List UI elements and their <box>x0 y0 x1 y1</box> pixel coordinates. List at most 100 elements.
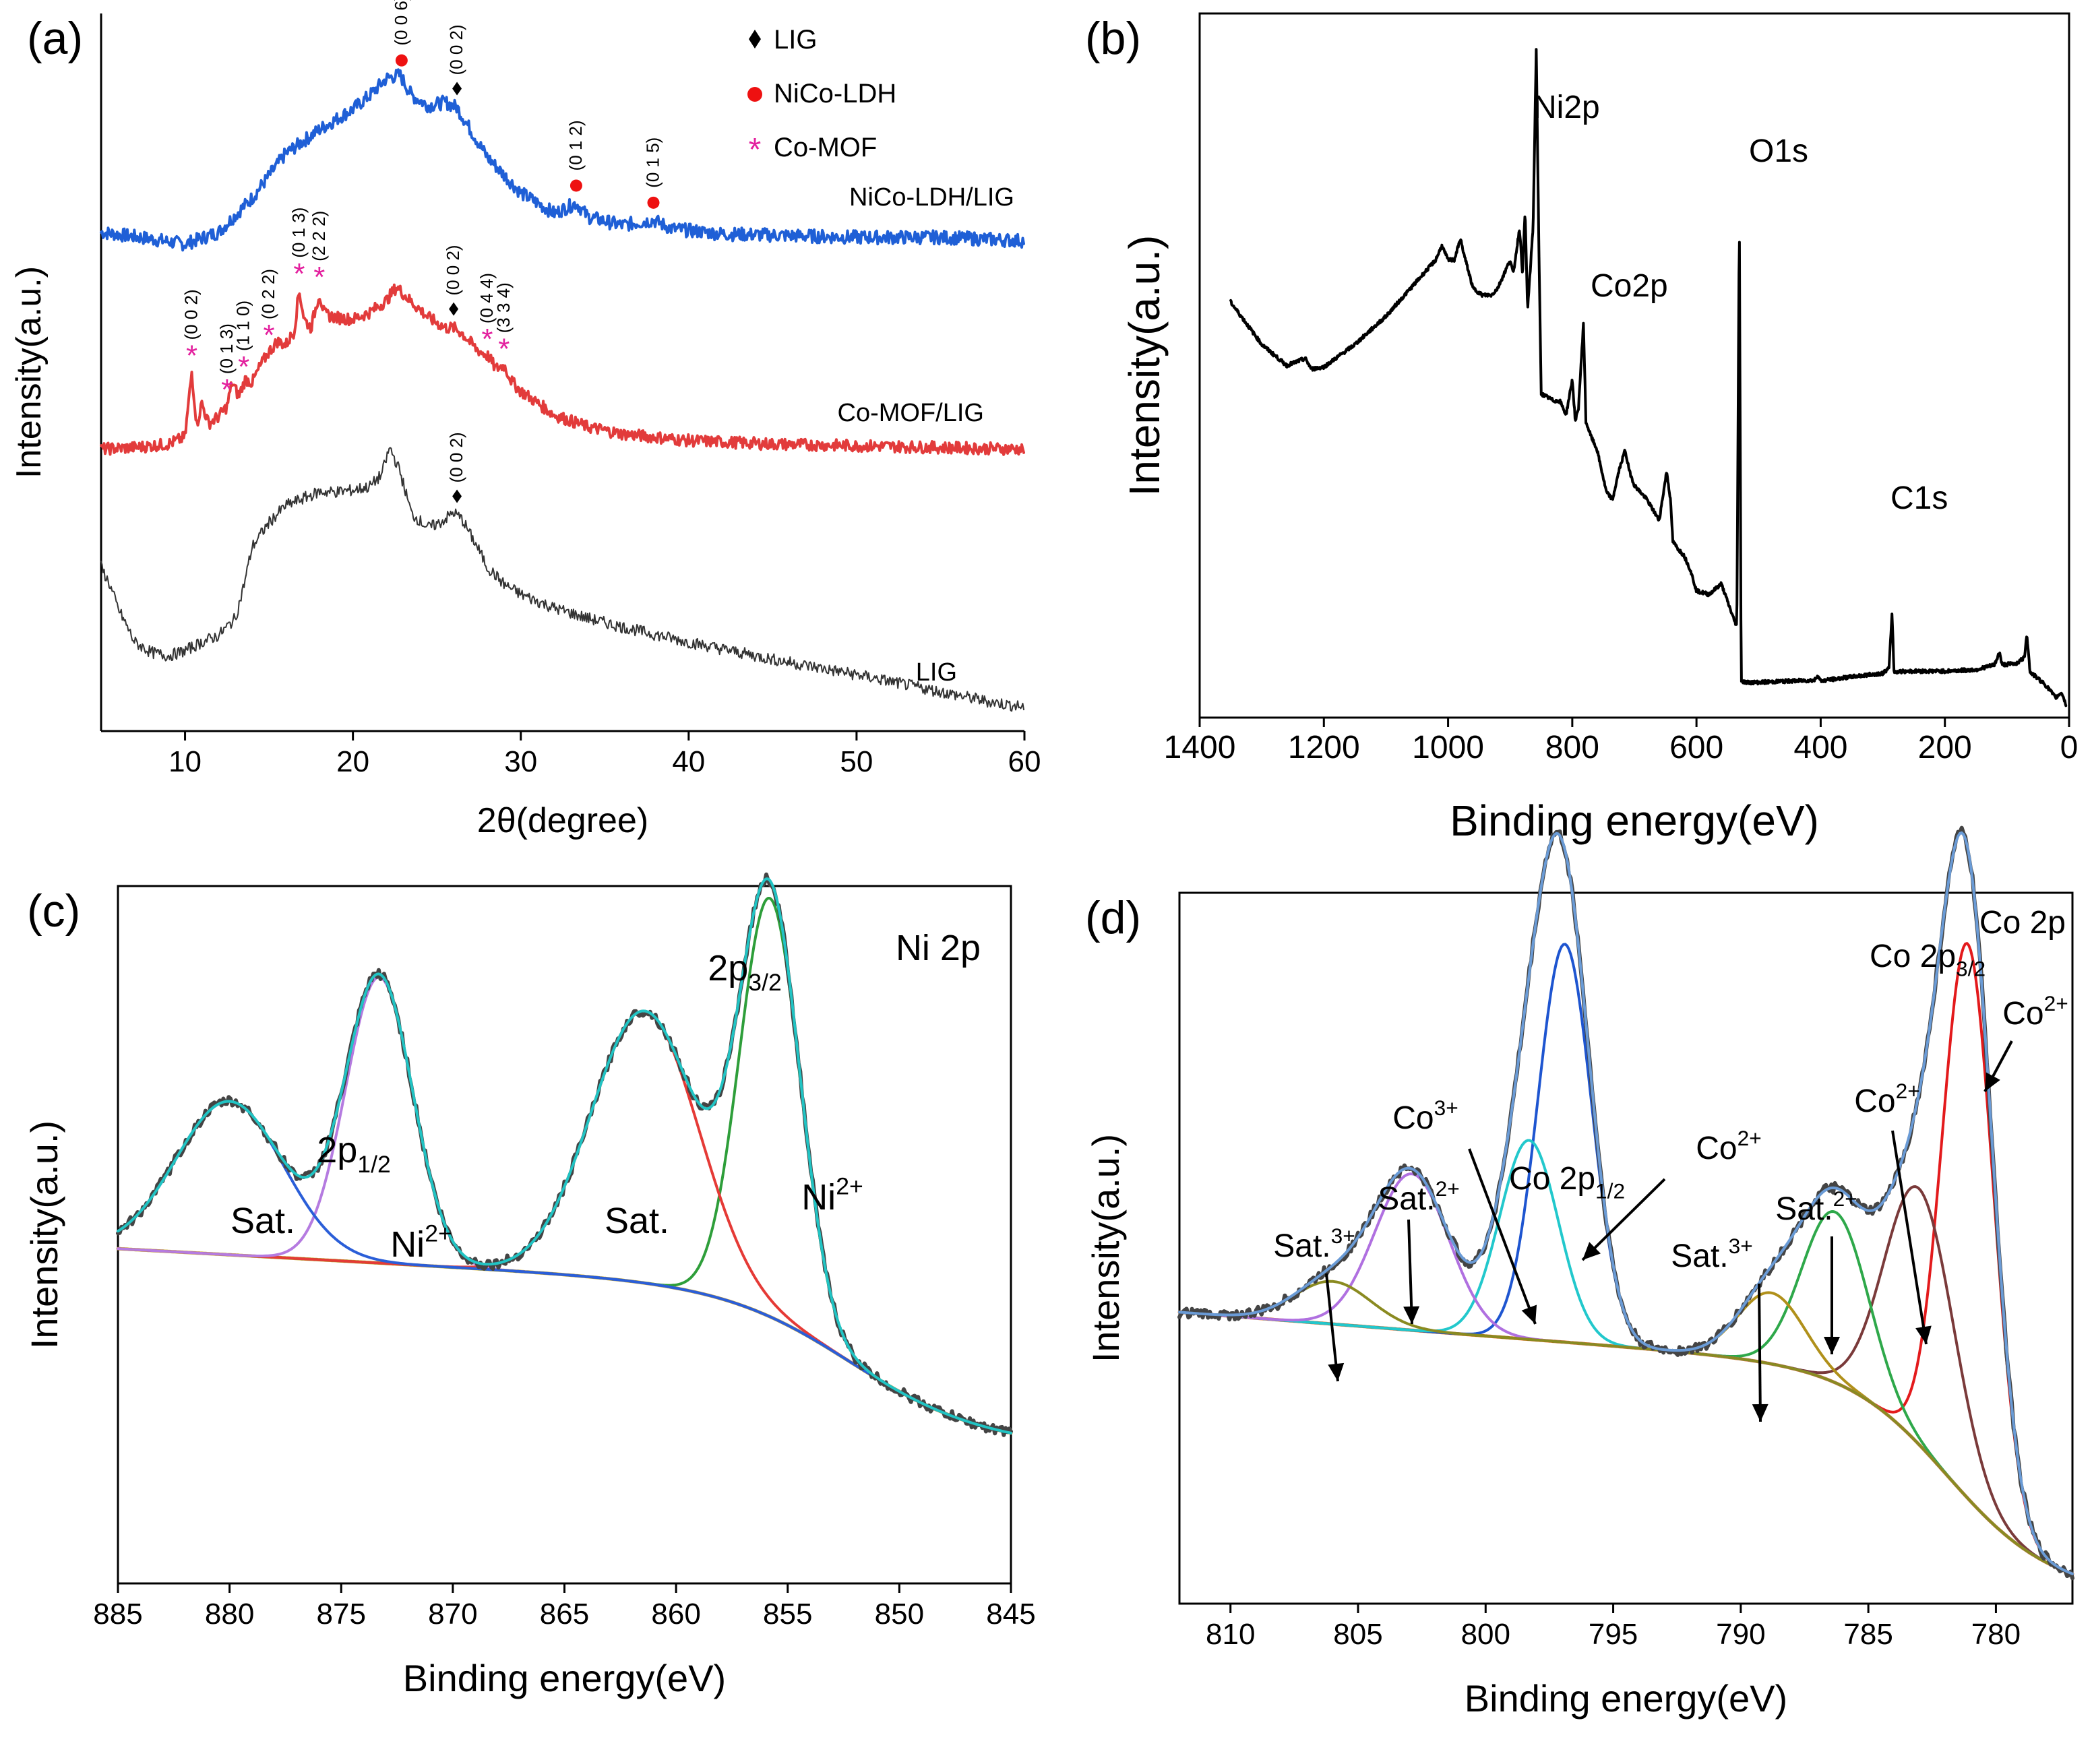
y-axis-label: Intensity(a.u.) <box>1120 235 1169 497</box>
peak-marker-asterisk: * <box>221 373 233 406</box>
fit-component <box>1178 1280 2074 1575</box>
annotation-arrow <box>1758 1283 1762 1422</box>
peak-label: Co2+ <box>1696 1126 1761 1166</box>
hkl-label: (2 2 2) <box>309 211 329 261</box>
peak-marker-diamond <box>452 489 462 503</box>
peak-marker-asterisk: * <box>238 350 249 383</box>
x-tick-label: 20 <box>336 745 369 778</box>
peak-label: Ni2+ <box>390 1220 452 1265</box>
legend-marker <box>749 30 761 49</box>
annotation-arrowhead <box>1985 1072 2000 1092</box>
peak-label: Co 2p3/2 <box>1870 939 1986 980</box>
panel-d: (d) 810 805 800 795 790 785 780 Binding energy(e… <box>1084 825 2074 1720</box>
hkl-label: (0 0 2) <box>181 289 202 340</box>
x-tick-label: 790 <box>1716 1618 1765 1651</box>
fit-envelope <box>117 877 1012 1435</box>
x-tick-label: 200 <box>1918 730 1972 765</box>
fit-component <box>1178 1139 2074 1575</box>
panel-a: (a) 10 20 30 40 50 60 2θ(degree) Intensity(a.u.)… <box>9 0 1041 840</box>
x-tick-label: 30 <box>504 745 537 778</box>
peak-marker-asterisk: * <box>481 323 493 356</box>
peak-label: 2p1/2 <box>317 1130 391 1178</box>
peak-marker-asterisk: * <box>186 340 197 373</box>
x-tick-label: 870 <box>428 1598 477 1631</box>
x-tick-label: 780 <box>1971 1618 2021 1651</box>
legend: LIG NiCo-LDH * Co-MOF <box>747 25 896 168</box>
series-co-mof-lig <box>100 283 1025 456</box>
fit-component <box>117 897 1012 1435</box>
x-tick-label: 400 <box>1793 730 1847 765</box>
x-tick-label: 1400 <box>1164 730 1236 765</box>
peak-marker-circle <box>395 54 408 67</box>
hkl-label: (0 0 2) <box>446 432 466 482</box>
panel-c: (c) 885 880 875 870 865 860 855 850 845 Binding en… <box>23 872 1036 1699</box>
legend-label: NiCo-LDH <box>774 79 896 108</box>
annotation-arrowhead <box>1582 1242 1601 1260</box>
peak-label: C1s <box>1890 480 1948 516</box>
series-nico-ldh-lig <box>100 68 1025 252</box>
legend-marker <box>747 87 762 102</box>
x-tick-label: 850 <box>875 1598 924 1631</box>
x-tick-label: 1200 <box>1288 730 1360 765</box>
x-tick-label: 800 <box>1545 730 1599 765</box>
annotation-arrowhead <box>1403 1306 1420 1324</box>
x-tick-label: 805 <box>1333 1618 1382 1651</box>
hkl-label: (1 1 0) <box>233 301 253 351</box>
legend-marker: * <box>749 132 762 168</box>
peak-marker-circle <box>570 179 582 192</box>
series-label: NiCo-LDH/LIG <box>849 183 1014 212</box>
panel-b: (b) 1400 1200 1000 800 600 400 200 0 Binding ener… <box>1085 12 2078 845</box>
peak-label: Co 2p1/2 <box>1509 1161 1625 1203</box>
hkl-label: (0 1 3) <box>288 208 309 258</box>
peak-marker-diamond <box>452 82 462 96</box>
legend-label: LIG <box>774 25 817 55</box>
annotation-arrow <box>1325 1273 1339 1382</box>
peak-label: Sat. <box>230 1201 295 1241</box>
hkl-label: (0 0 2) <box>443 245 463 295</box>
hkl-label: (0 0 6) <box>391 0 411 46</box>
panel-label-a: (a) <box>27 13 83 64</box>
hkl-label: (0 2 2) <box>258 269 278 319</box>
peak-marker-asterisk: * <box>498 332 510 365</box>
x-tick-label: 50 <box>840 745 873 778</box>
series-survey <box>1229 48 2068 707</box>
background-curve <box>1177 1311 2074 1576</box>
annotation-arrow <box>1581 1178 1666 1261</box>
hkl-label: (0 1 5) <box>643 137 663 188</box>
peak-label: Sat.3+ <box>1273 1224 1355 1264</box>
x-axis-label: Binding energy(eV) <box>1450 796 1819 845</box>
x-tick-label: 785 <box>1843 1618 1893 1651</box>
hkl-label: (0 0 2) <box>446 24 466 75</box>
panel-label: (d) <box>1085 892 1141 943</box>
x-tick-label: 800 <box>1461 1618 1510 1651</box>
series-label: LIG <box>916 658 957 687</box>
x-axis-label: Binding energy(eV) <box>403 1657 726 1699</box>
chart-title: Ni 2p <box>896 928 981 968</box>
peak-marker-circle <box>647 196 660 209</box>
annotation-arrow <box>1891 1130 1928 1345</box>
x-tick-label: 600 <box>1669 730 1723 765</box>
peak-label: Sat.2+ <box>1775 1187 1857 1227</box>
background-curve <box>116 1247 1013 1435</box>
x-axis-label: Binding energy(eV) <box>1465 1677 1787 1720</box>
series-label: Co-MOF/LIG <box>838 399 984 427</box>
x-tick-label: 860 <box>651 1598 700 1631</box>
peak-marker-asterisk: * <box>293 257 305 290</box>
panel-label-b: (b) <box>1085 13 1141 64</box>
peak-marker-diamond <box>449 302 459 316</box>
peak-label: Co2+ <box>2002 991 2068 1032</box>
x-tick-label: 60 <box>1008 745 1041 778</box>
plot-frame <box>1198 12 2070 719</box>
x-tick-label: 40 <box>672 745 705 778</box>
peak-label: Sat.3+ <box>1671 1234 1753 1274</box>
peak-label: 2p3/2 <box>708 948 782 996</box>
peak-label: Ni2p <box>1533 90 1600 125</box>
hkl-label: (0 1 2) <box>565 120 586 170</box>
plot-frame <box>1178 891 2074 1605</box>
peak-label: Co2+ <box>1854 1079 1919 1119</box>
x-tick-label: 1000 <box>1412 730 1484 765</box>
peak-label: Sat. <box>605 1201 669 1241</box>
fit-component <box>117 1100 1012 1435</box>
annotation-arrowhead <box>1752 1404 1768 1422</box>
